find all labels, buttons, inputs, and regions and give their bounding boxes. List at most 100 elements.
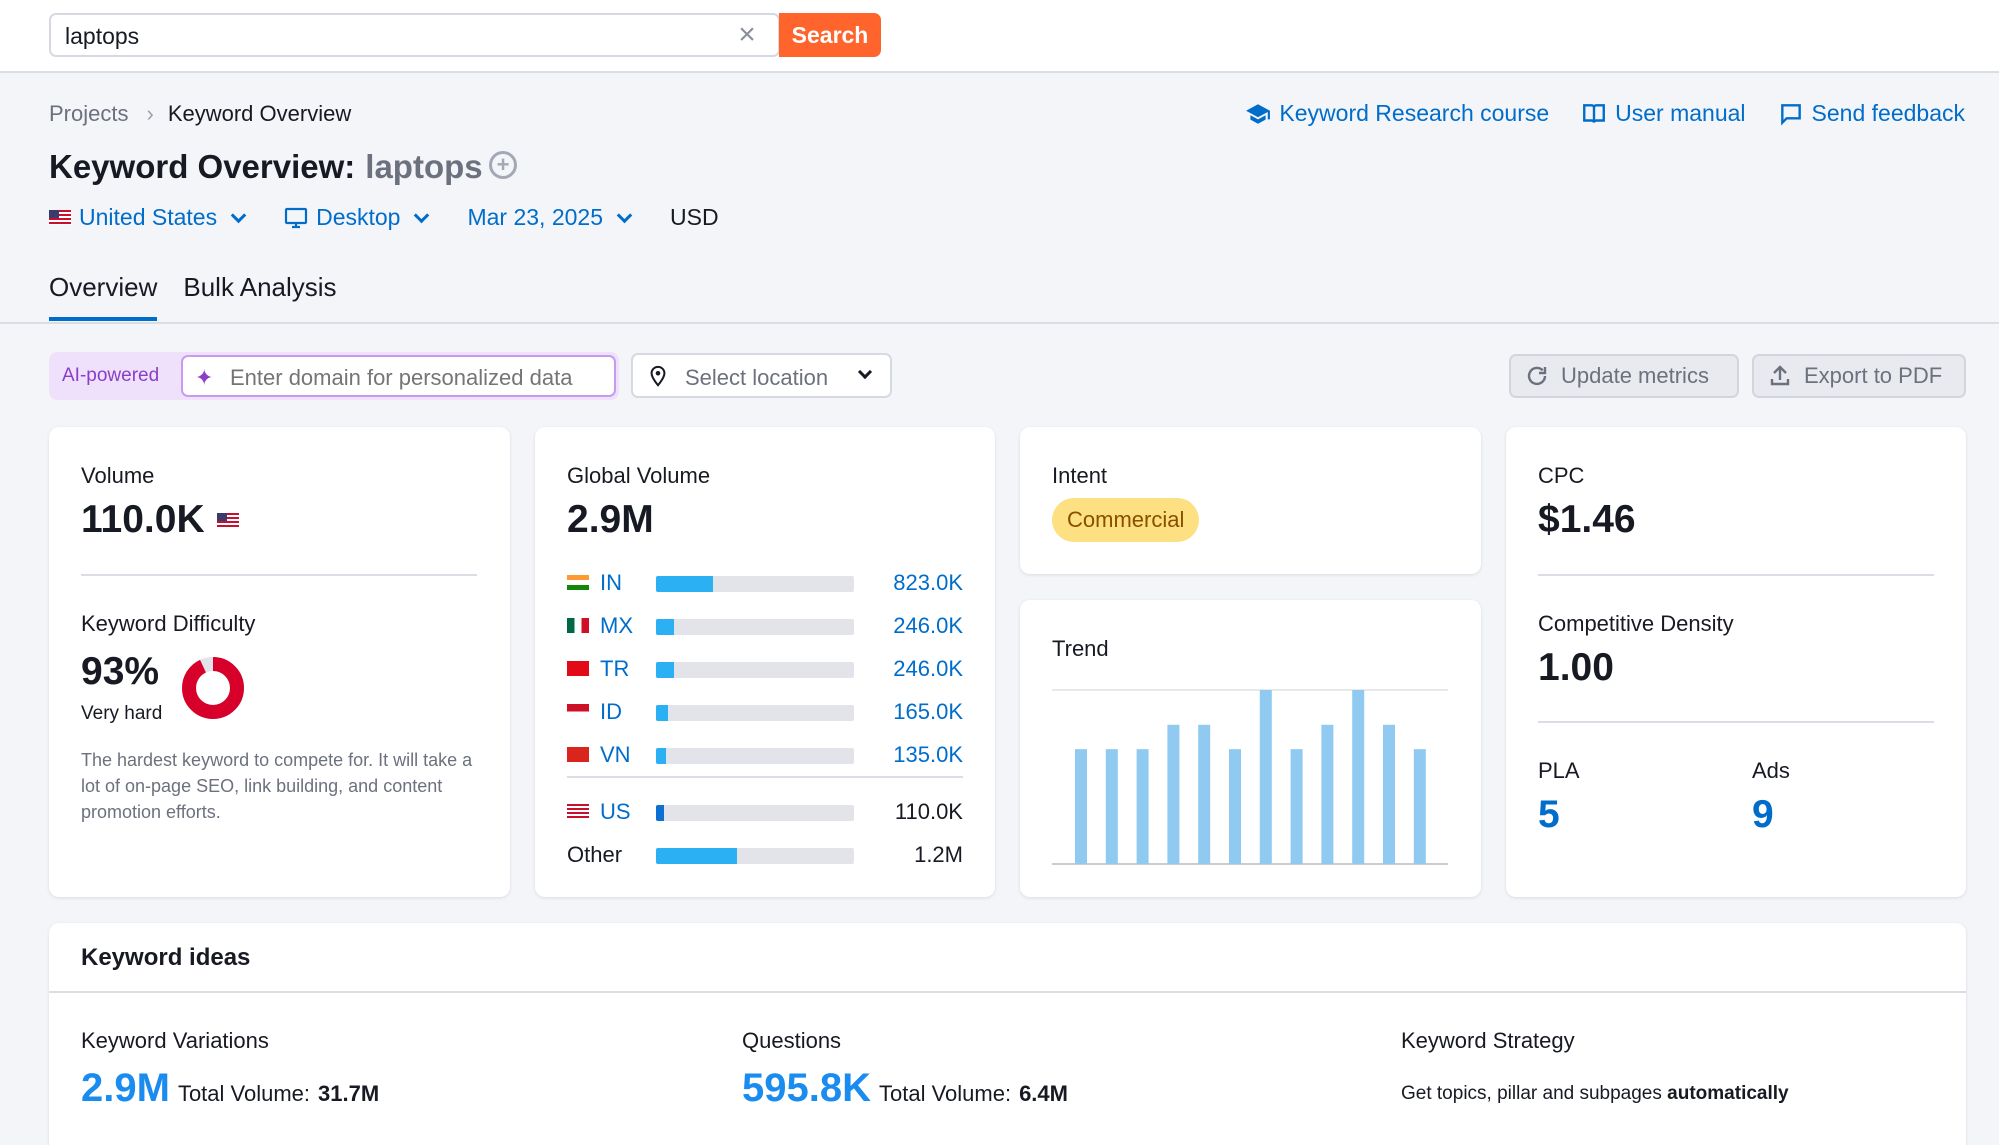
- tab-bar: Overview Bulk Analysis: [49, 272, 337, 321]
- country-code[interactable]: ID: [600, 699, 622, 724]
- country-volume[interactable]: 135.0K: [893, 742, 963, 767]
- country-volume: 1.2M: [914, 842, 963, 867]
- keyword-ideas-title: Keyword ideas: [81, 944, 251, 971]
- trend-label: Trend: [1052, 636, 1109, 661]
- country-select[interactable]: United States: [49, 204, 247, 231]
- share-bar: [656, 748, 854, 764]
- breadcrumb-projects[interactable]: Projects: [49, 101, 129, 126]
- country-row: MX 246.0K: [567, 610, 963, 640]
- strategy-label: Keyword Strategy: [1401, 1028, 1575, 1053]
- update-metrics-button[interactable]: Update metrics: [1509, 354, 1739, 398]
- share-bar: [656, 619, 854, 635]
- country-row: Other 1.2M: [567, 839, 963, 869]
- intent-card: Intent Commercial: [1020, 427, 1481, 574]
- flag-icon: [567, 575, 589, 590]
- tab-bulk-analysis[interactable]: Bulk Analysis: [183, 272, 337, 302]
- graduation-cap-icon: [1246, 103, 1271, 124]
- global-volume-card: Global Volume 2.9M IN 823.0K MX 246.0K TR 246…: [535, 427, 995, 897]
- variations-label: Keyword Variations: [81, 1028, 269, 1053]
- currency-label: USD: [670, 204, 719, 230]
- share-bar: [656, 576, 854, 592]
- keyword-research-course-link[interactable]: Keyword Research course: [1245, 100, 1549, 127]
- domain-field[interactable]: ✦: [181, 355, 616, 397]
- country-code[interactable]: US: [600, 799, 631, 824]
- share-bar: [656, 805, 854, 821]
- divider: [81, 574, 477, 576]
- country-row: IN 823.0K: [567, 567, 963, 597]
- page-title: Keyword Overview: laptops: [49, 148, 483, 186]
- country-volume[interactable]: 823.0K: [893, 570, 963, 595]
- tabs-divider: [0, 322, 1999, 324]
- difficulty-level: Very hard: [81, 703, 163, 724]
- flag-icon: [567, 704, 589, 719]
- trend-bar: [1383, 724, 1395, 864]
- help-links: Keyword Research course User manual Send…: [1245, 100, 1965, 127]
- cpc-card: CPC $1.46 Competitive Density 1.00 PLA 5…: [1506, 427, 1966, 897]
- divider: [49, 991, 1966, 993]
- user-manual-link[interactable]: User manual: [1581, 100, 1746, 127]
- location-select[interactable]: Select location: [631, 353, 892, 398]
- location-placeholder: Select location: [685, 365, 829, 390]
- strategy-bold: automatically: [1667, 1083, 1789, 1104]
- date-label: Mar 23, 2025: [467, 204, 603, 230]
- country-label: United States: [79, 204, 218, 230]
- ads-value[interactable]: 9: [1752, 793, 1774, 836]
- ads-label: Ads: [1752, 758, 1790, 783]
- update-label: Update metrics: [1561, 363, 1709, 388]
- cpc-label: CPC: [1538, 463, 1585, 488]
- title-keyword: laptops: [365, 148, 483, 185]
- chevron-right-icon: ›: [146, 101, 154, 126]
- send-feedback-link[interactable]: Send feedback: [1778, 100, 1965, 127]
- trend-bar: [1290, 749, 1303, 864]
- flag-icon: [567, 747, 589, 762]
- chevron-down-icon: [857, 364, 873, 380]
- pla-label: PLA: [1538, 758, 1580, 783]
- questions-value[interactable]: 595.8K: [742, 1066, 871, 1110]
- search-input[interactable]: [65, 23, 705, 49]
- share-bar: [656, 848, 854, 864]
- export-label: Export to PDF: [1804, 363, 1943, 388]
- chevron-down-icon: [616, 207, 633, 223]
- upload-icon: [1770, 365, 1790, 386]
- ai-powered-badge: AI-powered: [62, 365, 160, 386]
- difficulty-donut: [182, 657, 244, 719]
- export-pdf-button[interactable]: Export to PDF: [1752, 354, 1966, 398]
- difficulty-description: The hardest keyword to compete for. It w…: [81, 750, 473, 822]
- country-volume[interactable]: 246.0K: [893, 656, 963, 681]
- clear-icon[interactable]: ×: [738, 18, 756, 51]
- country-code[interactable]: VN: [600, 742, 631, 767]
- country-code[interactable]: MX: [600, 613, 633, 638]
- trend-bar: [1259, 690, 1272, 864]
- country-row: VN 135.0K: [567, 739, 963, 769]
- country-code[interactable]: TR: [600, 656, 630, 681]
- chevron-down-icon: [414, 207, 430, 223]
- pla-value[interactable]: 5: [1538, 793, 1560, 836]
- country-volume[interactable]: 165.0K: [893, 699, 963, 724]
- country-volume[interactable]: 246.0K: [893, 613, 963, 638]
- us-flag-icon: [217, 513, 239, 528]
- chevron-down-icon: [230, 207, 247, 223]
- trend-bar: [1229, 749, 1241, 864]
- variations-value[interactable]: 2.9M: [81, 1066, 170, 1110]
- tab-overview[interactable]: Overview: [49, 272, 158, 321]
- country-code[interactable]: IN: [600, 570, 622, 595]
- date-select[interactable]: Mar 23, 2025: [467, 204, 633, 231]
- device-select[interactable]: Desktop: [284, 204, 430, 231]
- strategy-description: Get topics, pillar and subpages: [1401, 1083, 1662, 1104]
- divider: [567, 776, 963, 778]
- chat-bubble-icon: [1780, 103, 1801, 126]
- add-to-list-icon[interactable]: +: [489, 151, 517, 179]
- country-row: TR 246.0K: [567, 653, 963, 683]
- difficulty-value: 93%: [81, 650, 160, 693]
- refresh-icon: [1527, 366, 1547, 386]
- device-label: Desktop: [316, 204, 401, 230]
- flag-icon: [567, 661, 589, 676]
- sparkle-icon: ✦: [195, 365, 214, 390]
- top-search-bar: × Search: [0, 0, 1999, 73]
- search-button[interactable]: Search: [779, 13, 881, 57]
- trend-bar: [1352, 690, 1365, 864]
- title-prefix: Keyword Overview:: [49, 148, 356, 185]
- domain-input[interactable]: [230, 365, 610, 391]
- trend-chart: [1052, 689, 1448, 865]
- volume-label: Volume: [81, 463, 155, 488]
